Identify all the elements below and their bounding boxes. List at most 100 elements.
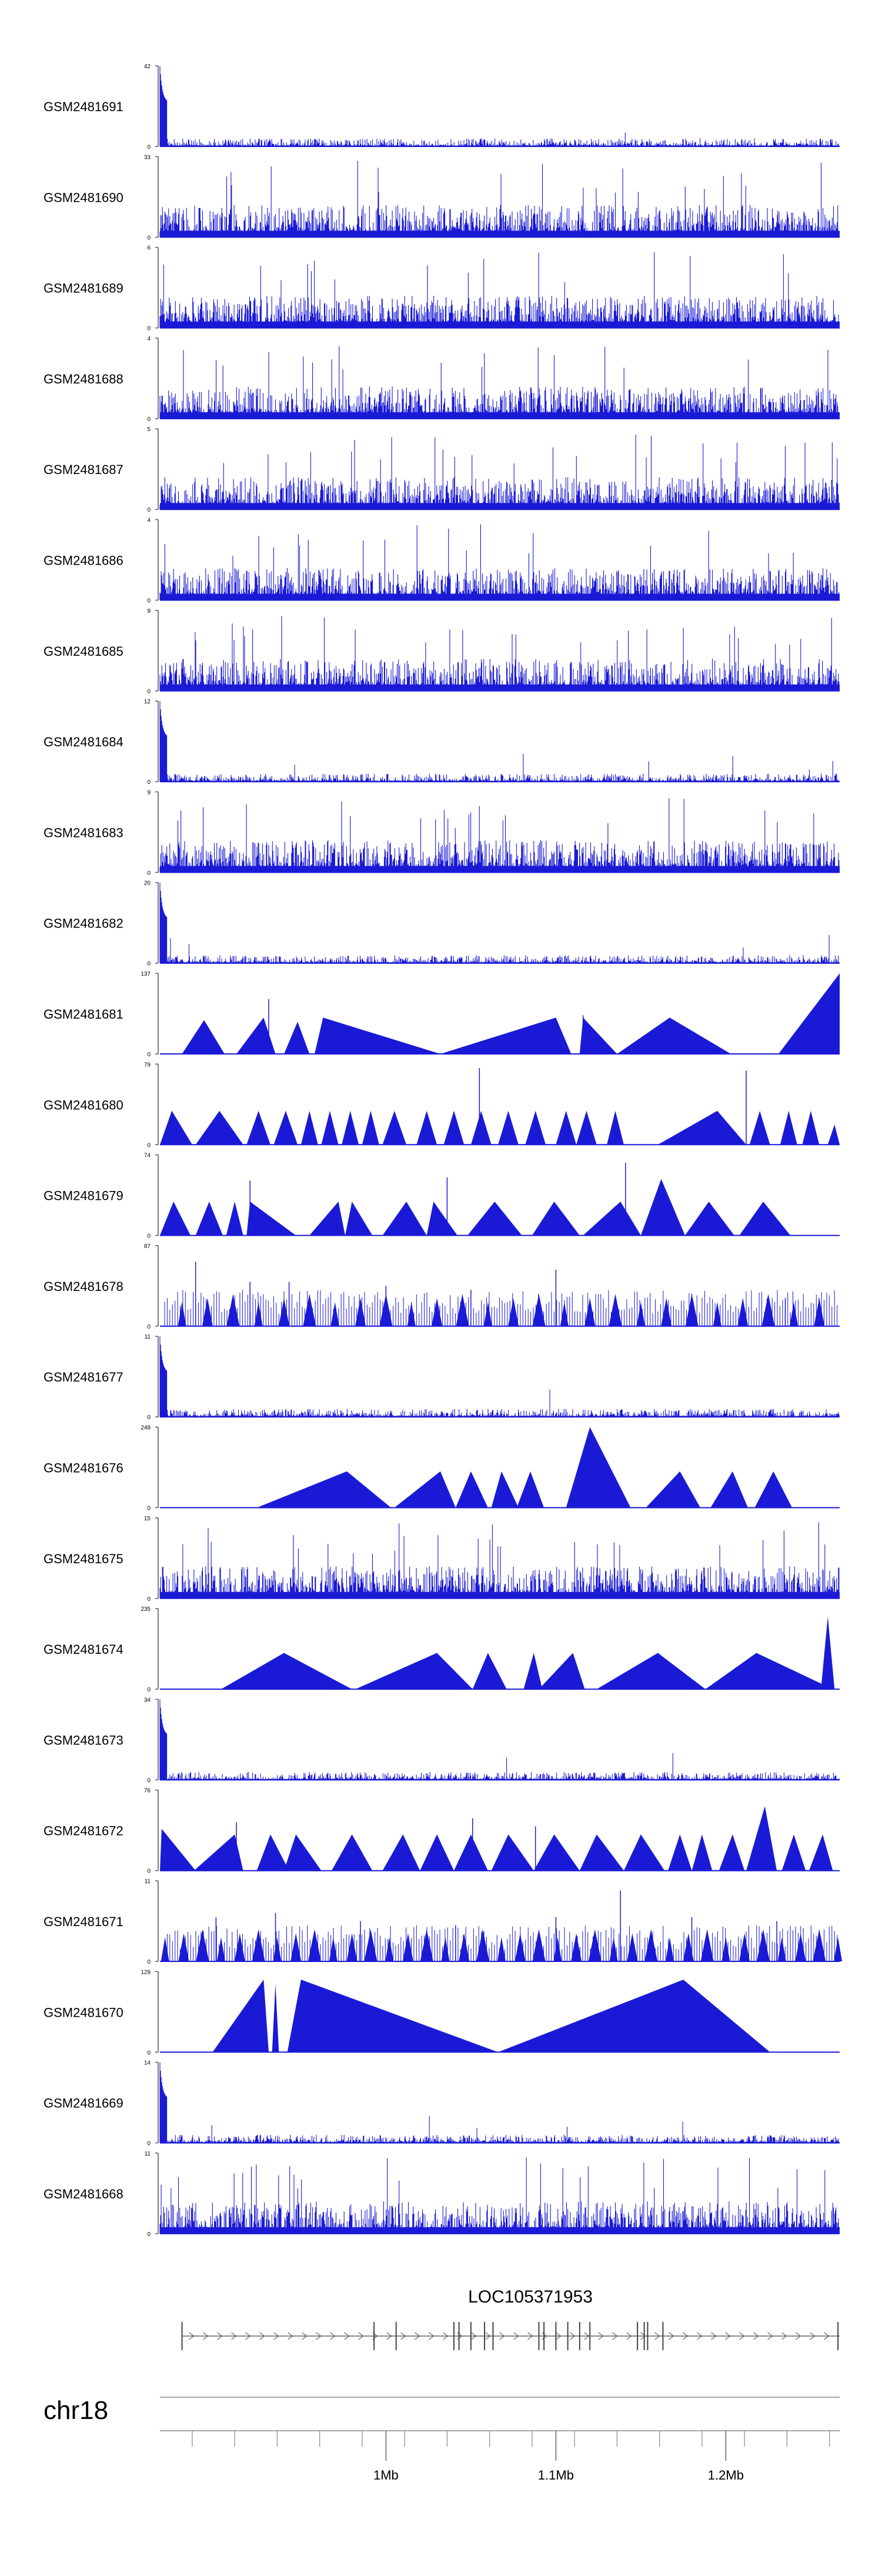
- y-axis-min-label: 0: [147, 1142, 151, 1149]
- track-label: GSM2481684: [44, 735, 123, 749]
- y-axis-min-label: 0: [147, 1687, 151, 1693]
- track-label: GSM2481683: [44, 825, 123, 840]
- coverage-peak: [661, 1298, 672, 1326]
- coverage-peak: [382, 1834, 420, 1871]
- track-GSM2481690: GSM2481690 33 0: [44, 154, 840, 241]
- coverage-peak: [571, 1933, 582, 1961]
- track-GSM2481686: GSM2481686 4 0: [44, 518, 840, 605]
- coverage-peak: [355, 1653, 473, 1690]
- track-GSM2481677: GSM2481677 11 0: [44, 1334, 840, 1421]
- strand-arrow: [584, 2332, 590, 2340]
- y-axis-max-label: 11: [145, 1334, 151, 1340]
- coverage-peak: [178, 1302, 186, 1326]
- y-axis-min-label: 0: [147, 1052, 151, 1058]
- strand-arrow: [570, 2332, 576, 2340]
- y-axis-min-label: 0: [147, 1596, 151, 1603]
- coverage-peak: [683, 1933, 694, 1961]
- coverage-peak: [779, 973, 840, 1054]
- y-axis-min-label: 0: [147, 235, 151, 241]
- track-label: GSM2481679: [44, 1189, 123, 1203]
- coverage-signal: [159, 1699, 840, 1780]
- coverage-floor: [160, 412, 840, 419]
- strand-arrow: [471, 2332, 477, 2340]
- coverage-signal: [159, 524, 840, 600]
- coverage-signal: [159, 616, 840, 691]
- coverage-peak: [754, 1471, 793, 1508]
- strand-arrow: [640, 2332, 646, 2340]
- strand-arrow: [598, 2332, 604, 2340]
- coverage-signal: [159, 1522, 840, 1599]
- coverage-peak: [300, 1110, 318, 1145]
- track-label: GSM2481690: [44, 190, 123, 205]
- track-label: GSM2481689: [44, 281, 123, 296]
- coverage-peak: [246, 1202, 296, 1236]
- coverage-floor: [160, 866, 840, 873]
- coverage-peak: [532, 1202, 580, 1236]
- coverage-signal: [159, 701, 840, 782]
- y-axis-max-label: 34: [144, 1697, 151, 1703]
- coverage-peak: [579, 1017, 617, 1054]
- coverage-peak: [516, 1471, 544, 1508]
- chromosome-label: chr18: [44, 2396, 108, 2425]
- coverage-peak: [617, 1017, 731, 1054]
- y-axis-max-label: 76: [144, 1788, 151, 1794]
- coverage-peak: [525, 1110, 546, 1145]
- coverage-peak: [416, 1110, 437, 1145]
- strand-arrow: [203, 2332, 209, 2340]
- strand-arrow: [344, 2332, 350, 2340]
- strand-arrow: [683, 2332, 689, 2340]
- strand-arrow: [217, 2332, 223, 2340]
- track-label: GSM2481676: [44, 1461, 123, 1476]
- strand-arrow: [400, 2332, 406, 2340]
- strand-arrow: [781, 2332, 787, 2340]
- coverage-peak: [705, 1653, 833, 1690]
- coverage-signal: [159, 2157, 840, 2234]
- strand-arrow: [612, 2332, 618, 2340]
- coverage-peak: [454, 1834, 488, 1871]
- y-axis-max-label: 9: [147, 608, 151, 615]
- track-GSM2481679: GSM2481679 74 0: [44, 1153, 840, 1240]
- track-GSM2481673: GSM2481673 34 0: [44, 1697, 840, 1784]
- coverage-peak: [497, 1937, 506, 1961]
- coverage-signal: [164, 1925, 838, 1961]
- coverage-peak: [834, 1937, 843, 1961]
- coverage-signal: [159, 435, 840, 510]
- coverage-peak: [345, 1202, 373, 1236]
- coverage-signal: [159, 1336, 840, 1417]
- coverage-peak: [467, 1202, 522, 1236]
- coverage-peak: [355, 1298, 366, 1326]
- y-axis-max-label: 129: [141, 1969, 151, 1976]
- track-label: GSM2481668: [44, 2187, 123, 2201]
- coverage-peak: [309, 1202, 345, 1236]
- y-axis-max-label: 4: [147, 336, 151, 342]
- coverage-signal: [159, 346, 840, 419]
- y-axis-min-label: 0: [147, 1868, 151, 1875]
- y-axis-min-label: 0: [147, 870, 151, 876]
- track-GSM2481674: GSM2481674 235 0: [44, 1606, 840, 1693]
- y-axis-min-label: 0: [147, 1233, 151, 1240]
- track-GSM2481683: GSM2481683 9 0: [44, 789, 840, 876]
- coverage-peak: [576, 1110, 597, 1145]
- track-label: GSM2481677: [44, 1370, 123, 1384]
- coverage-peak: [719, 1834, 745, 1871]
- y-axis-min-label: 0: [147, 1324, 151, 1330]
- coverage-peak: [178, 1933, 189, 1961]
- coverage-peak: [583, 1202, 641, 1236]
- coverage-peak: [160, 1110, 192, 1145]
- coverage-peak: [737, 1298, 749, 1326]
- coverage-peak: [777, 1937, 786, 1961]
- coverage-peak: [246, 1110, 270, 1145]
- coverage-peak: [781, 1834, 806, 1871]
- track-GSM2481669: GSM2481669 14 0: [44, 2060, 840, 2147]
- coverage-peak: [382, 1202, 427, 1236]
- strand-arrow: [316, 2332, 322, 2340]
- coverage-peak: [420, 1834, 454, 1871]
- coverage-peak: [646, 1471, 700, 1508]
- coverage-peak: [256, 1471, 391, 1508]
- track-label: GSM2481680: [44, 1097, 123, 1112]
- coverage-peak: [195, 1202, 223, 1236]
- y-axis-max-label: 137: [141, 971, 151, 977]
- track-label: GSM2481674: [44, 1642, 123, 1657]
- coverage-peak: [491, 1834, 534, 1871]
- strand-arrow: [669, 2332, 674, 2340]
